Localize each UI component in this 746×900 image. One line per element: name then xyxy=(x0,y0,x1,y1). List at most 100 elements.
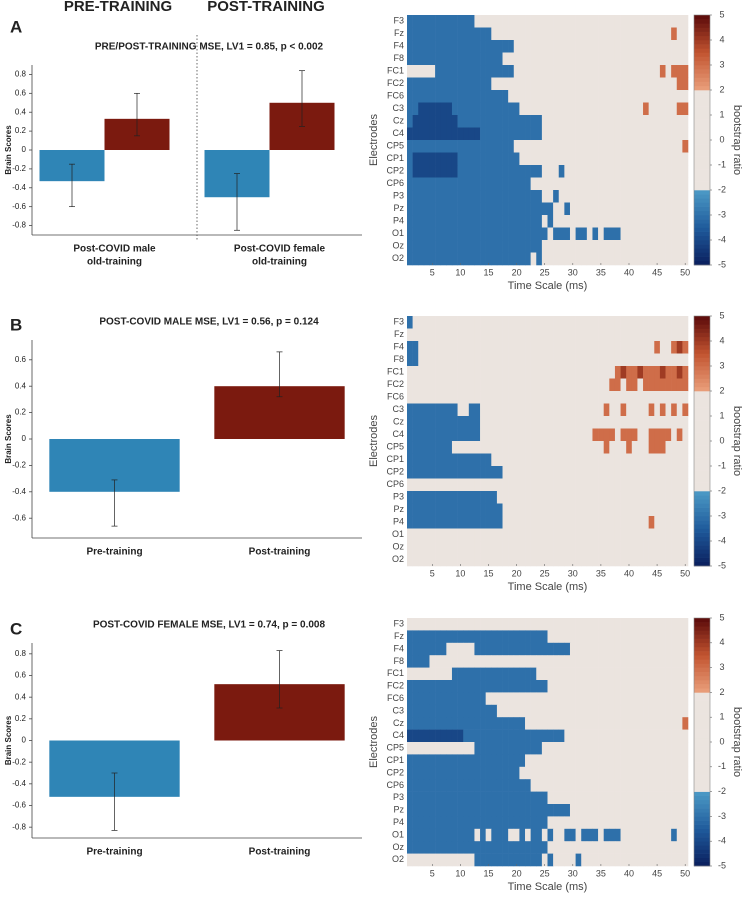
colorbar-band xyxy=(694,671,710,677)
heat-cell xyxy=(671,766,678,780)
heat-cell xyxy=(536,428,543,442)
heat-cell xyxy=(676,240,683,253)
colorbar-band xyxy=(694,366,710,371)
heat-cell xyxy=(569,140,576,153)
heat-cell xyxy=(468,102,475,116)
heat-cell xyxy=(558,202,565,216)
heat-cell xyxy=(553,127,560,141)
heat-cell xyxy=(513,541,520,554)
heat-cell xyxy=(407,553,413,567)
heat-cell xyxy=(592,541,599,554)
heat-cell xyxy=(407,667,413,681)
heat-cell xyxy=(423,152,430,166)
heat-cell xyxy=(446,742,453,755)
heat-cell xyxy=(654,378,661,392)
heat-cell xyxy=(496,391,503,404)
heat-cell xyxy=(536,15,543,28)
heat-cell xyxy=(480,717,486,730)
heat-cell xyxy=(412,841,419,854)
heat-cell xyxy=(654,779,661,792)
heat-cell xyxy=(614,630,621,644)
heat-cell xyxy=(485,642,492,656)
heat-cell xyxy=(665,115,672,128)
heat-cell xyxy=(648,177,655,191)
heat-cell xyxy=(451,804,458,817)
heat-cell xyxy=(468,252,475,266)
heat-cell xyxy=(513,252,520,266)
heat-cell xyxy=(547,40,554,53)
heat-cell xyxy=(598,353,604,367)
heat-cell xyxy=(474,341,481,354)
heat-cell xyxy=(569,704,576,718)
heat-cell xyxy=(541,15,548,28)
heat-cell xyxy=(496,853,503,867)
heat-cell xyxy=(513,516,520,529)
heat-cell xyxy=(558,27,565,41)
heat-cell xyxy=(575,366,582,379)
heat-cell xyxy=(586,804,593,817)
heat-cell xyxy=(592,503,599,517)
heat-cell xyxy=(682,65,689,78)
heat-cell xyxy=(648,90,655,103)
heat-cell xyxy=(558,692,565,706)
heat-cell xyxy=(564,541,571,554)
heat-cell xyxy=(457,553,464,567)
heat-cell xyxy=(407,692,413,706)
heat-cell xyxy=(519,391,526,404)
heat-cell xyxy=(631,240,638,253)
heat-cell xyxy=(457,15,464,28)
heat-cell xyxy=(536,90,543,103)
heat-cell xyxy=(558,491,565,504)
heat-cell xyxy=(440,115,447,128)
heat-cell xyxy=(558,466,565,479)
heat-cell xyxy=(631,667,638,681)
heat-cell xyxy=(553,478,560,492)
heat-cell xyxy=(558,553,565,567)
heat-cell xyxy=(485,478,492,492)
heat-cell xyxy=(592,202,599,216)
heat-cell xyxy=(508,27,515,41)
y-tick-label: 0.6 xyxy=(15,88,27,97)
y-tick-label: -0.6 xyxy=(12,513,26,522)
heat-cell xyxy=(586,90,593,103)
row-label: CP2 xyxy=(386,166,404,176)
heat-cell xyxy=(525,667,531,681)
heat-cell xyxy=(407,491,413,504)
heat-cell xyxy=(440,341,447,354)
heat-cell xyxy=(468,503,475,517)
heat-cell xyxy=(429,403,436,417)
heat-cell xyxy=(592,115,599,128)
heat-cell xyxy=(474,353,481,367)
heat-cell xyxy=(513,478,520,492)
heat-cell xyxy=(603,441,610,454)
colorbar-band xyxy=(694,185,710,191)
heat-cell xyxy=(592,478,599,492)
heat-cell xyxy=(407,828,413,842)
heat-cell xyxy=(429,127,436,141)
heat-cell xyxy=(474,328,481,342)
heat-cell xyxy=(581,618,588,631)
heat-cell xyxy=(609,15,616,28)
heat-cell xyxy=(637,341,644,354)
heat-cell xyxy=(513,680,520,693)
heat-cell xyxy=(553,403,560,417)
heat-cell xyxy=(620,828,627,842)
colorbar-band xyxy=(694,541,710,546)
colorbar-band xyxy=(694,35,710,41)
colorbar-band xyxy=(694,15,710,20)
heat-cell xyxy=(457,40,464,53)
heat-cell xyxy=(581,766,588,780)
heat-cell xyxy=(620,353,627,367)
heat-cell xyxy=(637,779,644,792)
heat-cell xyxy=(626,316,633,329)
heat-cell xyxy=(496,779,503,792)
heat-cell xyxy=(446,478,453,492)
heat-cell xyxy=(541,40,548,53)
heat-cell xyxy=(659,190,666,203)
heat-cell xyxy=(418,729,425,743)
x-tick-label: Post-COVID male xyxy=(73,244,156,255)
heat-cell xyxy=(468,754,475,768)
heat-cell xyxy=(631,227,638,241)
heat-cell xyxy=(592,717,599,730)
heat-cell xyxy=(592,391,599,404)
